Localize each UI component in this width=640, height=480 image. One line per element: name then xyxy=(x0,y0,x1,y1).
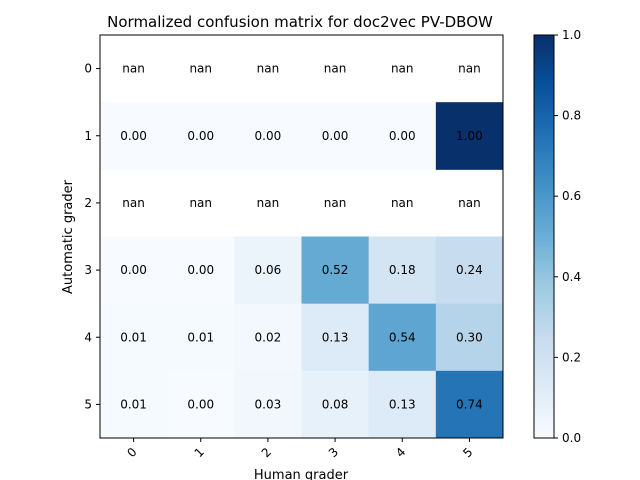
y-tick-label: 5 xyxy=(84,397,92,411)
cell-value-label: nan xyxy=(257,62,280,76)
heatmap-cell xyxy=(301,102,370,170)
heatmap-cell xyxy=(368,303,437,372)
cell-value-label: 0.00 xyxy=(120,129,147,143)
colorbar-tick-label: 0.0 xyxy=(562,431,581,445)
heatmap-cell xyxy=(234,370,302,439)
cell-value-label: 0.13 xyxy=(322,330,349,344)
cell-value-label: nan xyxy=(257,196,280,210)
heatmap-cell xyxy=(100,236,168,305)
x-axis-ticks: 0 1 2 3 4 5 xyxy=(124,438,476,460)
colorbar-tick-label: 1.0 xyxy=(562,28,581,42)
cell-value-label: 0.00 xyxy=(322,129,349,143)
heatmap-cell xyxy=(100,303,168,372)
cell-value-label: 0.00 xyxy=(187,397,214,411)
x-tick-label: 3 xyxy=(326,445,341,460)
heatmap-cell xyxy=(301,303,370,372)
y-tick-label: 2 xyxy=(84,196,92,210)
cell-value-label: 0.01 xyxy=(187,330,214,344)
x-tick-label: 1 xyxy=(192,445,207,460)
cell-value-label: 0.54 xyxy=(389,330,416,344)
cell-value-label: 0.74 xyxy=(456,397,483,411)
colorbar-tick-label: 0.2 xyxy=(562,350,581,364)
x-tick-label: 2 xyxy=(259,445,274,460)
cell-value-label: 0.00 xyxy=(120,263,147,277)
heatmap-cell xyxy=(368,236,437,305)
heatmap-cell xyxy=(167,102,235,170)
cell-value-label: nan xyxy=(324,62,347,76)
cell-value-label: 0.24 xyxy=(456,263,483,277)
y-tick-label: 1 xyxy=(84,129,92,143)
heatmap-cell xyxy=(167,303,235,372)
x-tick-label: 5 xyxy=(460,445,475,460)
cell-value-label: 0.01 xyxy=(120,397,147,411)
heatmap-cell xyxy=(167,236,235,305)
cell-value-label: 0.00 xyxy=(187,129,214,143)
cell-value-label: 0.00 xyxy=(389,129,416,143)
x-axis-label: Human grader xyxy=(254,468,349,480)
colorbar-tick-label: 0.8 xyxy=(562,109,581,123)
heatmap-cell xyxy=(301,236,370,305)
cell-value-label: 1.00 xyxy=(456,129,483,143)
cell-value-label: 0.00 xyxy=(187,263,214,277)
cell-value-label: nan xyxy=(122,62,145,76)
heatmap-cell xyxy=(100,370,168,439)
heatmap-cell xyxy=(167,370,235,439)
cell-value-label: 0.30 xyxy=(456,330,483,344)
heatmap-cell xyxy=(435,303,504,372)
cell-value-label: nan xyxy=(189,196,212,210)
heatmap-cell xyxy=(435,370,504,439)
y-tick-label: 0 xyxy=(84,62,92,76)
heatmap-cell xyxy=(234,236,302,305)
y-axis-label: Automatic grader xyxy=(61,179,76,294)
x-tick-label: 0 xyxy=(124,445,139,460)
cell-value-label: 0.18 xyxy=(389,263,416,277)
chart-title: Normalized confusion matrix for doc2vec … xyxy=(107,13,493,31)
colorbar-tick-label: 0.4 xyxy=(562,270,581,284)
cell-value-label: nan xyxy=(391,62,414,76)
colorbar-tick-label: 0.6 xyxy=(562,189,581,203)
cell-value-label: nan xyxy=(324,196,347,210)
heatmap-cell-labels: nan nan nan nan nan nan 0.00 0.00 0.00 0.00 0.00 1.… xyxy=(120,62,483,412)
cell-value-label: 0.01 xyxy=(120,330,147,344)
heatmap-cell xyxy=(435,102,504,170)
heatmap-cell xyxy=(234,303,302,372)
heatmap-cells xyxy=(100,102,504,439)
heatmap-cell xyxy=(368,370,437,439)
cell-value-label: 0.13 xyxy=(389,397,416,411)
cell-value-label: 0.08 xyxy=(322,397,349,411)
heatmap-cell xyxy=(301,370,370,439)
heatmap-cell xyxy=(435,236,504,305)
cell-value-label: nan xyxy=(458,196,481,210)
heatmap-cell xyxy=(234,102,302,170)
y-tick-label: 3 xyxy=(84,263,92,277)
cell-value-label: 0.00 xyxy=(255,129,282,143)
cell-value-label: nan xyxy=(122,196,145,210)
cell-value-label: nan xyxy=(391,196,414,210)
colorbar-ticks: 0.0 0.2 0.4 0.6 0.8 1.0 xyxy=(554,28,581,445)
plot-frame xyxy=(99,34,504,439)
cell-value-label: 0.02 xyxy=(255,330,282,344)
cell-value-label: nan xyxy=(458,62,481,76)
colorbar xyxy=(533,34,555,439)
y-tick-label: 4 xyxy=(84,330,92,344)
cell-value-label: 0.03 xyxy=(255,397,282,411)
heatmap-cell xyxy=(100,102,168,170)
cell-value-label: 0.06 xyxy=(255,263,282,277)
cell-value-label: 0.52 xyxy=(322,263,349,277)
heatmap-cell xyxy=(368,102,437,170)
y-axis-ticks: 0 1 2 3 4 5 xyxy=(84,62,100,411)
x-tick-label: 4 xyxy=(393,445,408,460)
cell-value-label: nan xyxy=(189,62,212,76)
